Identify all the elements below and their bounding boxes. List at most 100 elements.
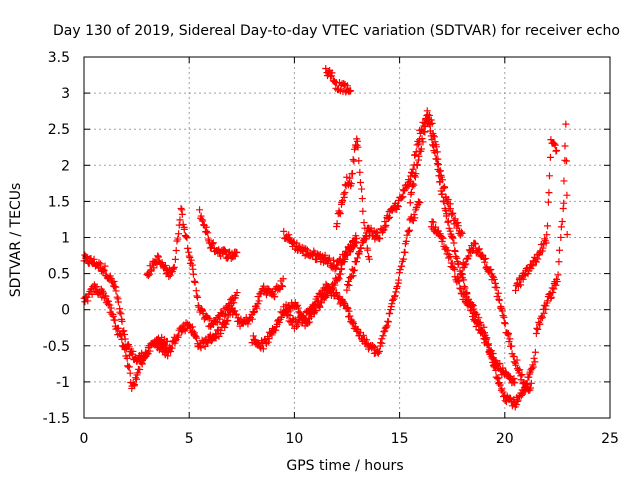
data-point — [435, 172, 443, 180]
data-point — [410, 211, 418, 219]
data-point — [259, 345, 267, 353]
data-point — [519, 275, 527, 283]
x-tick-label: 10 — [285, 431, 303, 447]
data-point — [512, 401, 520, 409]
data-point — [322, 64, 330, 72]
data-point — [438, 238, 446, 246]
data-point — [339, 197, 347, 205]
data-point — [451, 215, 459, 223]
data-point — [481, 255, 489, 263]
data-point — [171, 255, 179, 263]
data-point — [528, 364, 536, 372]
data-point — [185, 252, 193, 260]
data-point — [356, 178, 364, 186]
data-point — [346, 174, 354, 182]
data-point — [379, 226, 387, 234]
data-point — [265, 335, 273, 343]
y-tick-label: -0.5 — [43, 339, 70, 355]
data-point — [563, 230, 571, 238]
data-point — [407, 188, 415, 196]
data-point — [449, 209, 457, 217]
data-point — [109, 312, 117, 320]
data-point — [375, 347, 383, 355]
data-point — [187, 256, 195, 264]
data-point — [450, 239, 458, 247]
data-point — [530, 354, 538, 362]
data-point — [271, 293, 279, 301]
series-s11 — [343, 107, 466, 294]
data-point — [232, 292, 240, 300]
data-point — [443, 246, 451, 254]
data-point — [294, 321, 302, 329]
data-point — [355, 157, 363, 165]
data-point — [429, 141, 437, 149]
data-point — [257, 290, 265, 298]
data-point — [496, 359, 504, 367]
data-point — [216, 315, 224, 323]
data-point — [399, 193, 407, 201]
data-point — [363, 340, 371, 348]
data-point — [484, 341, 492, 349]
y-tick-label: -1.5 — [43, 411, 70, 427]
data-point — [95, 259, 103, 267]
data-point — [204, 229, 212, 237]
y-tick-label: -1 — [56, 375, 70, 391]
data-point — [498, 307, 506, 315]
data-point — [495, 296, 503, 304]
data-point — [209, 240, 217, 248]
data-point — [405, 178, 413, 186]
data-point — [444, 196, 452, 204]
data-point — [333, 289, 341, 297]
data-point — [285, 231, 293, 239]
data-point — [170, 263, 178, 271]
data-point — [480, 323, 488, 331]
data-point — [347, 247, 355, 255]
data-point — [416, 198, 424, 206]
data-point — [532, 258, 540, 266]
data-point — [381, 223, 389, 231]
data-point — [481, 258, 489, 266]
data-point — [419, 138, 427, 146]
data-point — [395, 276, 403, 284]
data-point — [558, 218, 566, 226]
data-point — [118, 317, 126, 325]
data-point — [175, 230, 183, 238]
data-point — [406, 199, 414, 207]
data-point — [199, 217, 207, 225]
data-point — [431, 149, 439, 157]
data-point — [400, 255, 408, 263]
data-point — [102, 292, 110, 300]
data-point — [336, 209, 344, 217]
data-point — [462, 260, 470, 268]
data-point — [551, 141, 559, 149]
data-point — [492, 366, 500, 374]
data-point — [255, 297, 263, 305]
data-point — [356, 244, 364, 252]
data-point — [335, 294, 343, 302]
data-point — [158, 341, 166, 349]
data-point — [460, 283, 468, 291]
data-point — [334, 274, 342, 282]
data-point — [553, 278, 561, 286]
series-s15 — [512, 136, 561, 294]
data-point — [197, 212, 205, 220]
data-point — [471, 239, 479, 247]
data-point — [93, 283, 101, 291]
data-point — [161, 261, 169, 269]
data-point — [372, 228, 380, 236]
data-point — [146, 270, 154, 278]
data-point — [336, 210, 344, 218]
data-point — [562, 120, 570, 128]
data-point — [211, 333, 219, 341]
x-tick-label: 15 — [391, 431, 409, 447]
data-point — [382, 221, 390, 229]
data-point — [395, 269, 403, 277]
series-s9 — [333, 135, 373, 263]
data-point — [552, 281, 560, 289]
y-tick-label: 1 — [61, 231, 70, 247]
data-point — [394, 202, 402, 210]
x-axis-title: GPS time / hours — [286, 458, 403, 474]
data-point — [557, 223, 565, 231]
data-point — [114, 324, 122, 332]
data-point — [550, 140, 558, 148]
